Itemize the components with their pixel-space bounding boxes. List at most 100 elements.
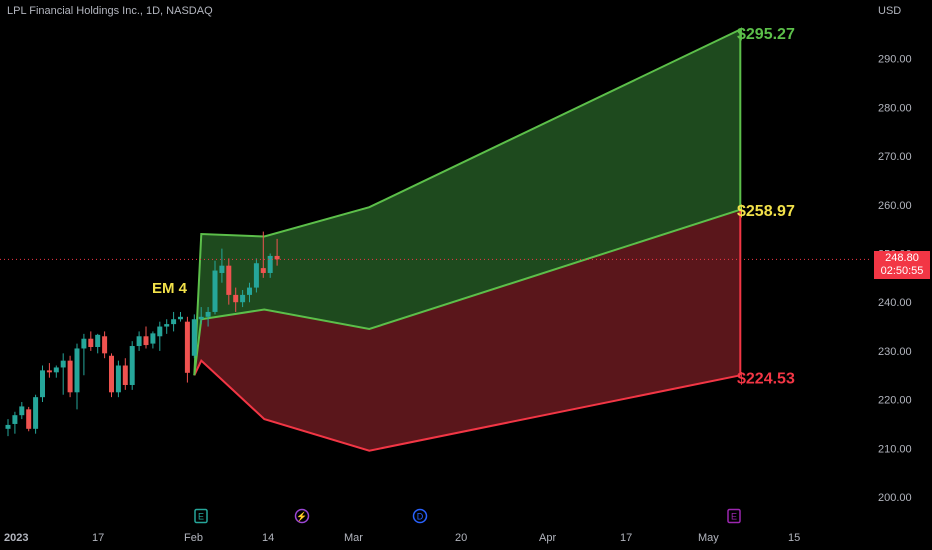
candle <box>53 365 59 378</box>
candle-body <box>129 346 135 385</box>
candle-body <box>95 334 101 348</box>
time-tick-label: 14 <box>262 532 274 544</box>
bar-countdown: 02:50:55 <box>880 265 924 277</box>
candle-body <box>5 424 11 429</box>
candle-body <box>247 287 252 295</box>
price-tick-label: 220.00 <box>878 395 912 407</box>
candle <box>129 341 135 390</box>
candle <box>267 253 273 278</box>
em-label: EM 4 <box>152 280 188 297</box>
event-marker-box <box>194 508 208 524</box>
candle <box>40 365 45 403</box>
price-tick-label: 230.00 <box>878 346 912 358</box>
event-marker-circle <box>412 508 428 524</box>
candle-body <box>46 370 52 373</box>
time-axis[interactable]: 2023 17 Feb 14 Mar 20 Apr 17 May 15 <box>4 532 800 544</box>
event-marker-dividend[interactable]: D <box>412 508 428 524</box>
candle <box>191 314 197 359</box>
candle <box>171 311 177 332</box>
candle <box>88 331 94 351</box>
candle <box>12 411 18 434</box>
candle-body <box>33 397 39 429</box>
candle-body <box>212 270 218 312</box>
time-tick-label: 17 <box>92 532 104 544</box>
time-tick-label: 17 <box>620 532 632 544</box>
candle-body <box>205 311 211 317</box>
candle <box>19 402 25 420</box>
candle <box>60 353 66 395</box>
candle <box>253 258 259 293</box>
upper-band-fill <box>194 29 741 376</box>
price-tick-label: 200.00 <box>878 492 912 504</box>
candle <box>26 406 32 432</box>
candle-body <box>253 263 259 288</box>
event-marker-earnings_future[interactable]: E <box>727 508 741 524</box>
event-marker-box <box>727 508 741 524</box>
symbol-title[interactable]: LPL Financial Holdings Inc., 1D, NASDAQ <box>7 5 213 17</box>
candle <box>5 419 11 437</box>
candle-body <box>240 294 246 303</box>
candle <box>95 333 101 354</box>
expected-move-bands <box>193 28 742 452</box>
candle-body <box>171 319 177 325</box>
candle <box>74 343 80 410</box>
time-tick-label: 15 <box>788 532 800 544</box>
price-tick-label: 240.00 <box>878 297 912 309</box>
time-tick-label: Feb <box>184 532 203 544</box>
candle-body <box>150 333 156 344</box>
currency-label: USD <box>878 5 902 17</box>
candle <box>226 258 232 305</box>
candle-body <box>26 409 32 429</box>
upper-band-line <box>193 28 741 376</box>
event-marker-symbol: E <box>731 512 737 522</box>
candle <box>247 282 252 303</box>
candle <box>233 287 239 312</box>
mid-band-line <box>193 208 741 376</box>
candle <box>219 248 225 283</box>
band-value-label: $295.27 <box>737 26 795 43</box>
candle-body <box>260 268 266 273</box>
candle-body <box>115 365 121 393</box>
candle-body <box>219 265 225 273</box>
candle-body <box>198 316 204 320</box>
candle <box>81 333 87 376</box>
price-tick-label: 280.00 <box>878 102 912 114</box>
event-marker-circle <box>294 508 310 524</box>
candle <box>115 360 121 398</box>
event-marker-symbol: D <box>417 512 424 522</box>
candle-body <box>122 365 128 385</box>
candle <box>274 238 280 266</box>
time-tick-label: Mar <box>344 532 363 544</box>
candle-body <box>191 319 197 356</box>
candle-body <box>40 370 45 398</box>
candle-body <box>88 338 94 348</box>
candle-body <box>67 360 73 393</box>
event-marker-split[interactable]: ⚡ <box>294 508 310 524</box>
time-tick-label: 20 <box>455 532 467 544</box>
candle <box>212 260 218 315</box>
event-marker-earnings[interactable]: E <box>194 508 208 524</box>
event-markers[interactable]: E ⚡ D E <box>194 508 741 524</box>
candle-body <box>164 324 170 327</box>
candle <box>205 307 211 327</box>
candle-body <box>81 338 87 349</box>
candle-body <box>60 360 66 368</box>
price-tick-label: 210.00 <box>878 443 912 455</box>
time-tick-label: 2023 <box>4 532 28 544</box>
lower-band-line <box>193 358 741 452</box>
band-value-label: $258.97 <box>737 203 795 220</box>
candlestick-series[interactable] <box>5 231 280 437</box>
price-tick-label: 260.00 <box>878 200 912 212</box>
event-marker-symbol: ⚡ <box>296 511 307 523</box>
event-marker-symbol: E <box>198 512 204 522</box>
candle-body <box>184 321 190 373</box>
candle-body <box>143 336 149 346</box>
candle-body <box>136 336 142 347</box>
candle <box>198 307 204 325</box>
candle-body <box>274 255 280 260</box>
candle <box>67 355 73 398</box>
candle <box>260 231 266 278</box>
candle-body <box>109 355 114 393</box>
candle <box>33 394 39 434</box>
